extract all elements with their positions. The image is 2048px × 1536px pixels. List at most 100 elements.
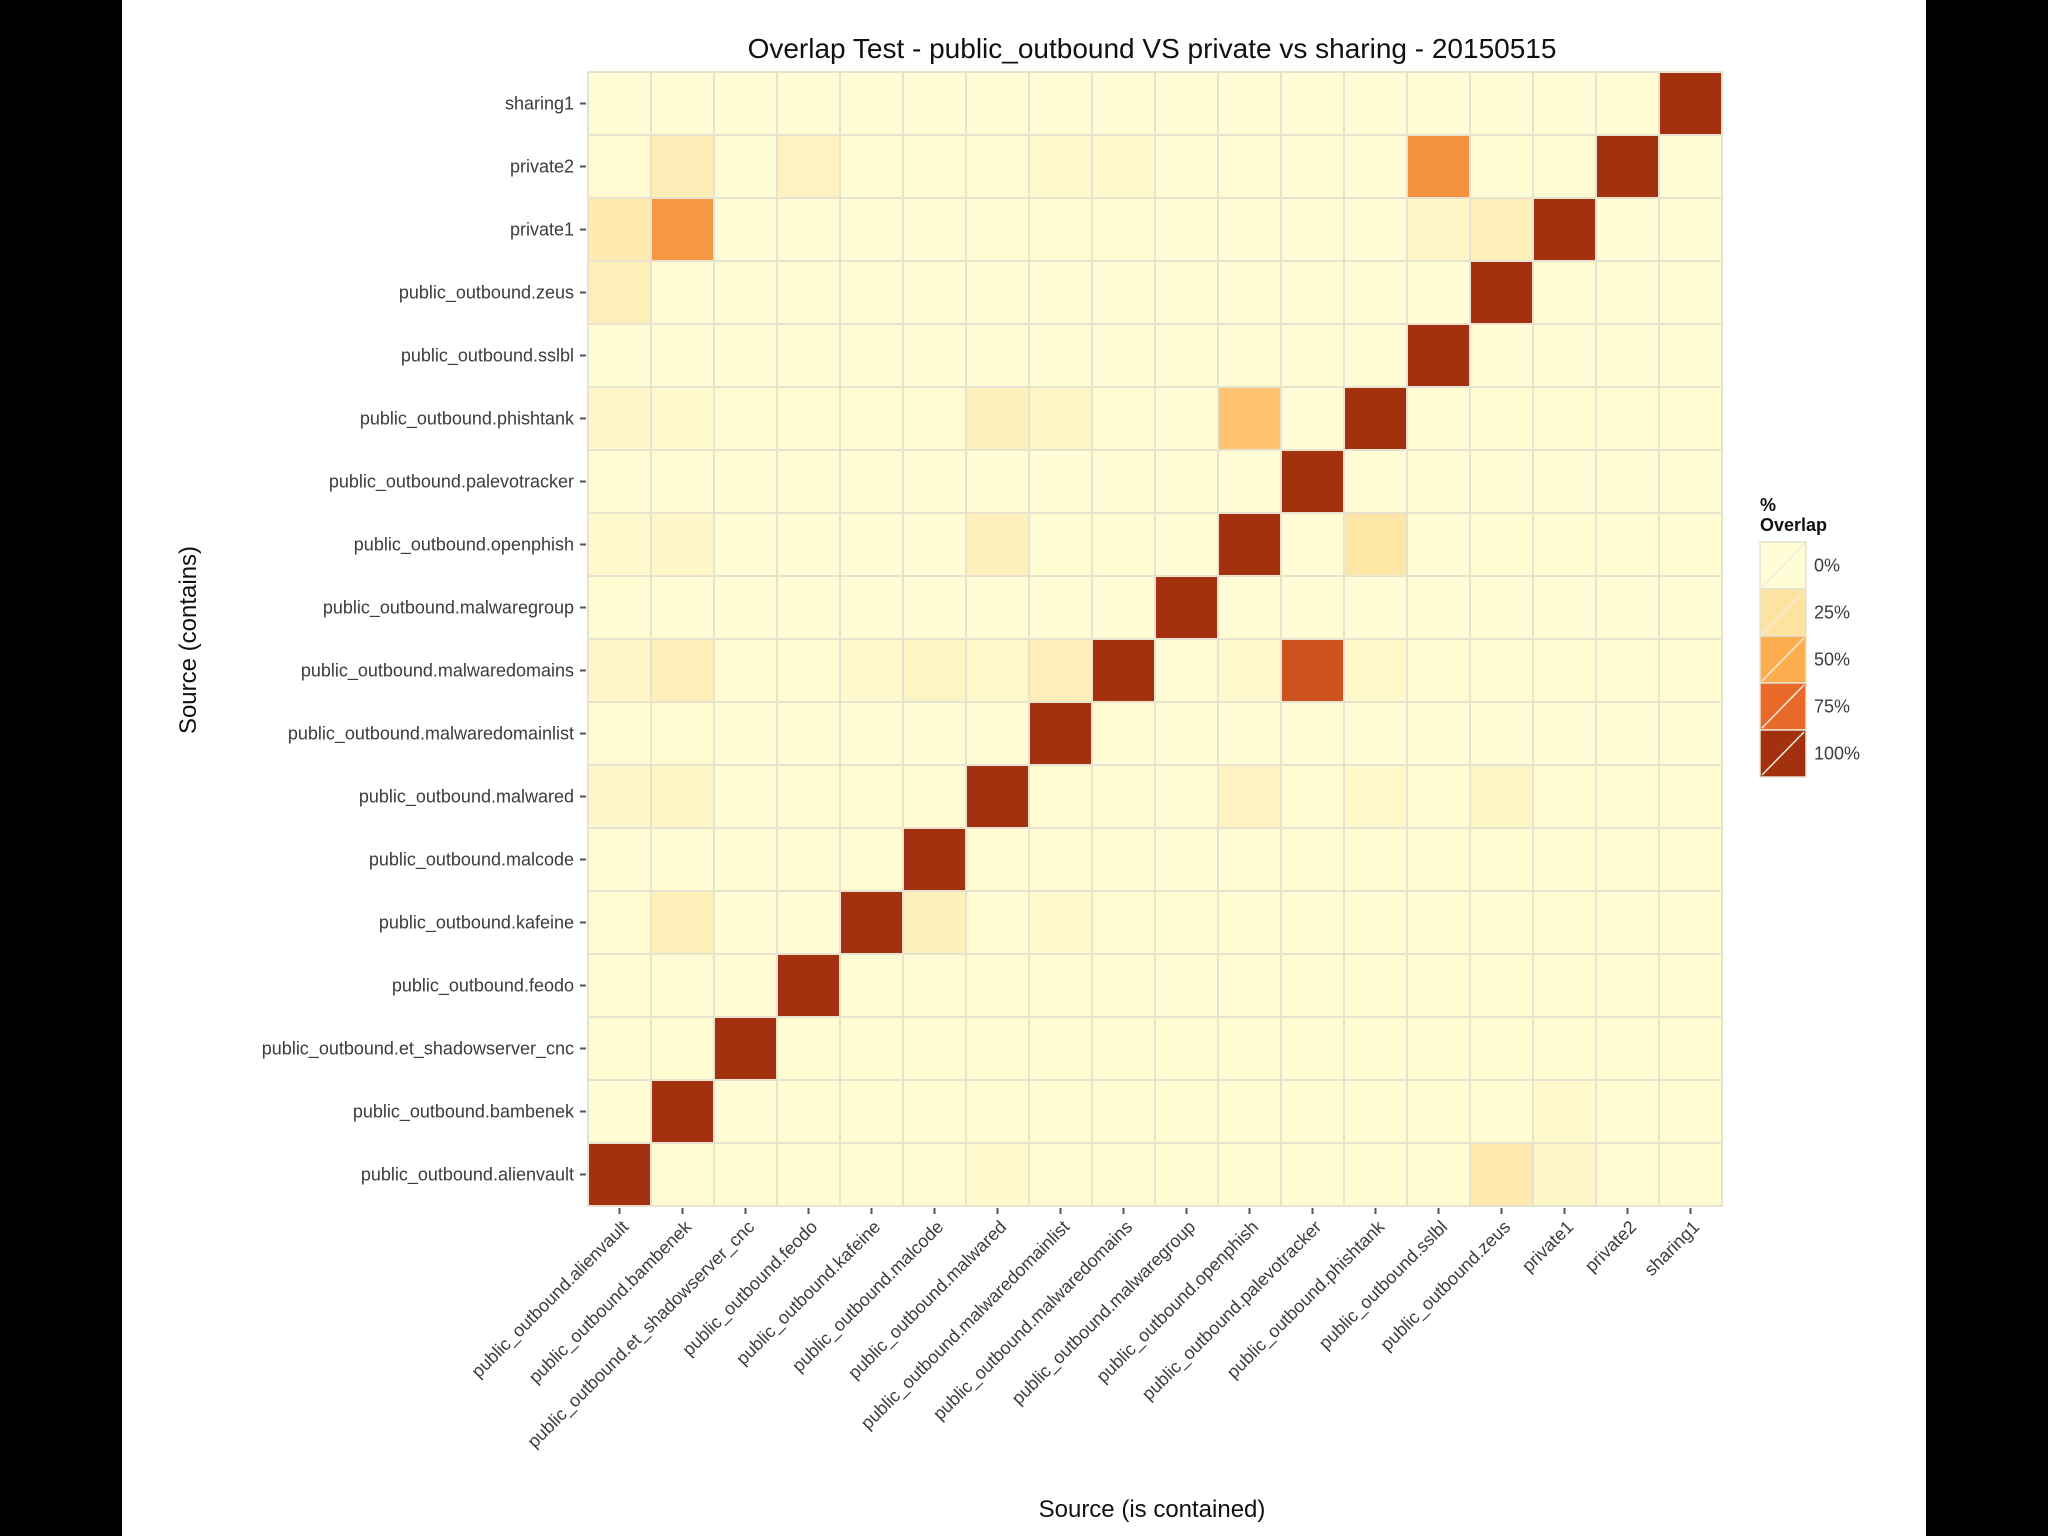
legend-label: 0% xyxy=(1814,556,1840,576)
heatmap-cell xyxy=(1658,638,1723,703)
heatmap-cell xyxy=(1343,638,1408,703)
heatmap-cell xyxy=(1217,260,1282,325)
y-tick-label: public_outbound.openphish xyxy=(354,535,574,556)
heatmap-cell xyxy=(1658,449,1723,514)
y-tick-label: private1 xyxy=(510,220,574,240)
heatmap-cell xyxy=(965,386,1030,451)
y-tick-label: public_outbound.malwaredomains xyxy=(301,661,574,682)
heatmap-cell xyxy=(1343,1016,1408,1081)
heatmap-cell xyxy=(965,953,1030,1018)
heatmap-cell xyxy=(839,260,904,325)
heatmap-cell xyxy=(1595,1079,1660,1144)
legend-swatch-slash xyxy=(1761,590,1805,635)
heatmap-cell xyxy=(1280,701,1345,766)
heatmap-cell xyxy=(1154,890,1219,955)
x-tick-label: public_outbound.et_shadowserver_cnc xyxy=(523,1217,759,1453)
heatmap-cell xyxy=(1091,1079,1156,1144)
heatmap-cell xyxy=(965,890,1030,955)
heatmap-cell xyxy=(839,890,904,955)
heatmap-cell xyxy=(713,638,778,703)
heatmap-cell xyxy=(776,512,841,577)
heatmap-cell xyxy=(1280,323,1345,388)
heatmap-cell xyxy=(1406,512,1471,577)
heatmap-cell xyxy=(1091,134,1156,199)
heatmap-cell xyxy=(1091,1142,1156,1207)
heatmap-cell xyxy=(1469,260,1534,325)
heatmap-cell xyxy=(713,512,778,577)
heatmap-cell xyxy=(902,386,967,451)
heatmap-cell xyxy=(1595,764,1660,829)
y-tick-label: public_outbound.sslbl xyxy=(401,346,574,367)
heatmap-cell xyxy=(1028,386,1093,451)
heatmap-cell xyxy=(1595,449,1660,514)
heatmap-cell xyxy=(1154,575,1219,640)
heatmap-cell xyxy=(776,449,841,514)
heatmap-cell xyxy=(1343,197,1408,262)
heatmap-cell xyxy=(1280,1016,1345,1081)
heatmap-cell xyxy=(650,71,715,136)
heatmap-cell xyxy=(1091,386,1156,451)
heatmap-cell xyxy=(587,1079,652,1144)
heatmap-cell xyxy=(1595,134,1660,199)
heatmap-cell xyxy=(1532,1142,1597,1207)
y-tick-label: public_outbound.phishtank xyxy=(360,409,575,430)
heatmap-cell xyxy=(902,197,967,262)
heatmap-cell xyxy=(965,449,1030,514)
y-tick-label: public_outbound.malcode xyxy=(369,850,574,871)
heatmap-cell xyxy=(587,890,652,955)
heatmap-cell xyxy=(1343,827,1408,892)
heatmap-cell xyxy=(1154,449,1219,514)
heatmap-cell xyxy=(1154,1079,1219,1144)
heatmap-cell xyxy=(1532,638,1597,703)
heatmap-cells xyxy=(587,71,1723,1207)
heatmap-cell xyxy=(1280,449,1345,514)
heatmap-cell xyxy=(902,1142,967,1207)
heatmap-cell xyxy=(965,1079,1030,1144)
y-tick-label: public_outbound.malwaredomainlist xyxy=(288,724,574,745)
heatmap-cell xyxy=(1343,575,1408,640)
heatmap-cell xyxy=(902,1016,967,1081)
heatmap-cell xyxy=(776,197,841,262)
heatmap-cell xyxy=(713,764,778,829)
heatmap-cell xyxy=(1343,449,1408,514)
heatmap-cell xyxy=(1280,890,1345,955)
heatmap-cell xyxy=(902,260,967,325)
heatmap-cell xyxy=(839,1016,904,1081)
heatmap-cell xyxy=(587,575,652,640)
heatmap-cell xyxy=(1595,638,1660,703)
heatmap-cell xyxy=(1028,71,1093,136)
heatmap-cell xyxy=(1406,827,1471,892)
heatmap-cell xyxy=(587,71,652,136)
heatmap-cell xyxy=(1658,764,1723,829)
heatmap-cell xyxy=(650,890,715,955)
heatmap-cell xyxy=(1154,134,1219,199)
heatmap-cell xyxy=(650,323,715,388)
heatmap-cell xyxy=(1595,323,1660,388)
heatmap-cell xyxy=(1406,1079,1471,1144)
y-tick-label: sharing1 xyxy=(505,94,574,114)
heatmap-cell xyxy=(1280,638,1345,703)
heatmap-cell xyxy=(902,890,967,955)
legend-label: 25% xyxy=(1814,603,1850,623)
heatmap-cell xyxy=(1658,1079,1723,1144)
y-tick-label: public_outbound.zeus xyxy=(399,283,574,304)
heatmap-cell xyxy=(1406,260,1471,325)
heatmap-cell xyxy=(1217,323,1282,388)
heatmap-cell xyxy=(1217,134,1282,199)
heatmap-cell xyxy=(1658,512,1723,577)
heatmap-cell xyxy=(1217,890,1282,955)
heatmap-cell xyxy=(902,449,967,514)
heatmap-cell xyxy=(1469,638,1534,703)
heatmap-cell xyxy=(1343,386,1408,451)
heatmap-cell xyxy=(1091,575,1156,640)
heatmap-cell xyxy=(1532,71,1597,136)
heatmap-cell xyxy=(839,953,904,1018)
heatmap-cell xyxy=(902,953,967,1018)
heatmap-cell xyxy=(902,512,967,577)
heatmap-cell xyxy=(1406,638,1471,703)
heatmap-cell xyxy=(1469,197,1534,262)
heatmap-cell xyxy=(1343,701,1408,766)
heatmap-cell xyxy=(1406,197,1471,262)
heatmap-cell xyxy=(587,449,652,514)
y-tick-label: public_outbound.et_shadowserver_cnc xyxy=(262,1039,574,1060)
